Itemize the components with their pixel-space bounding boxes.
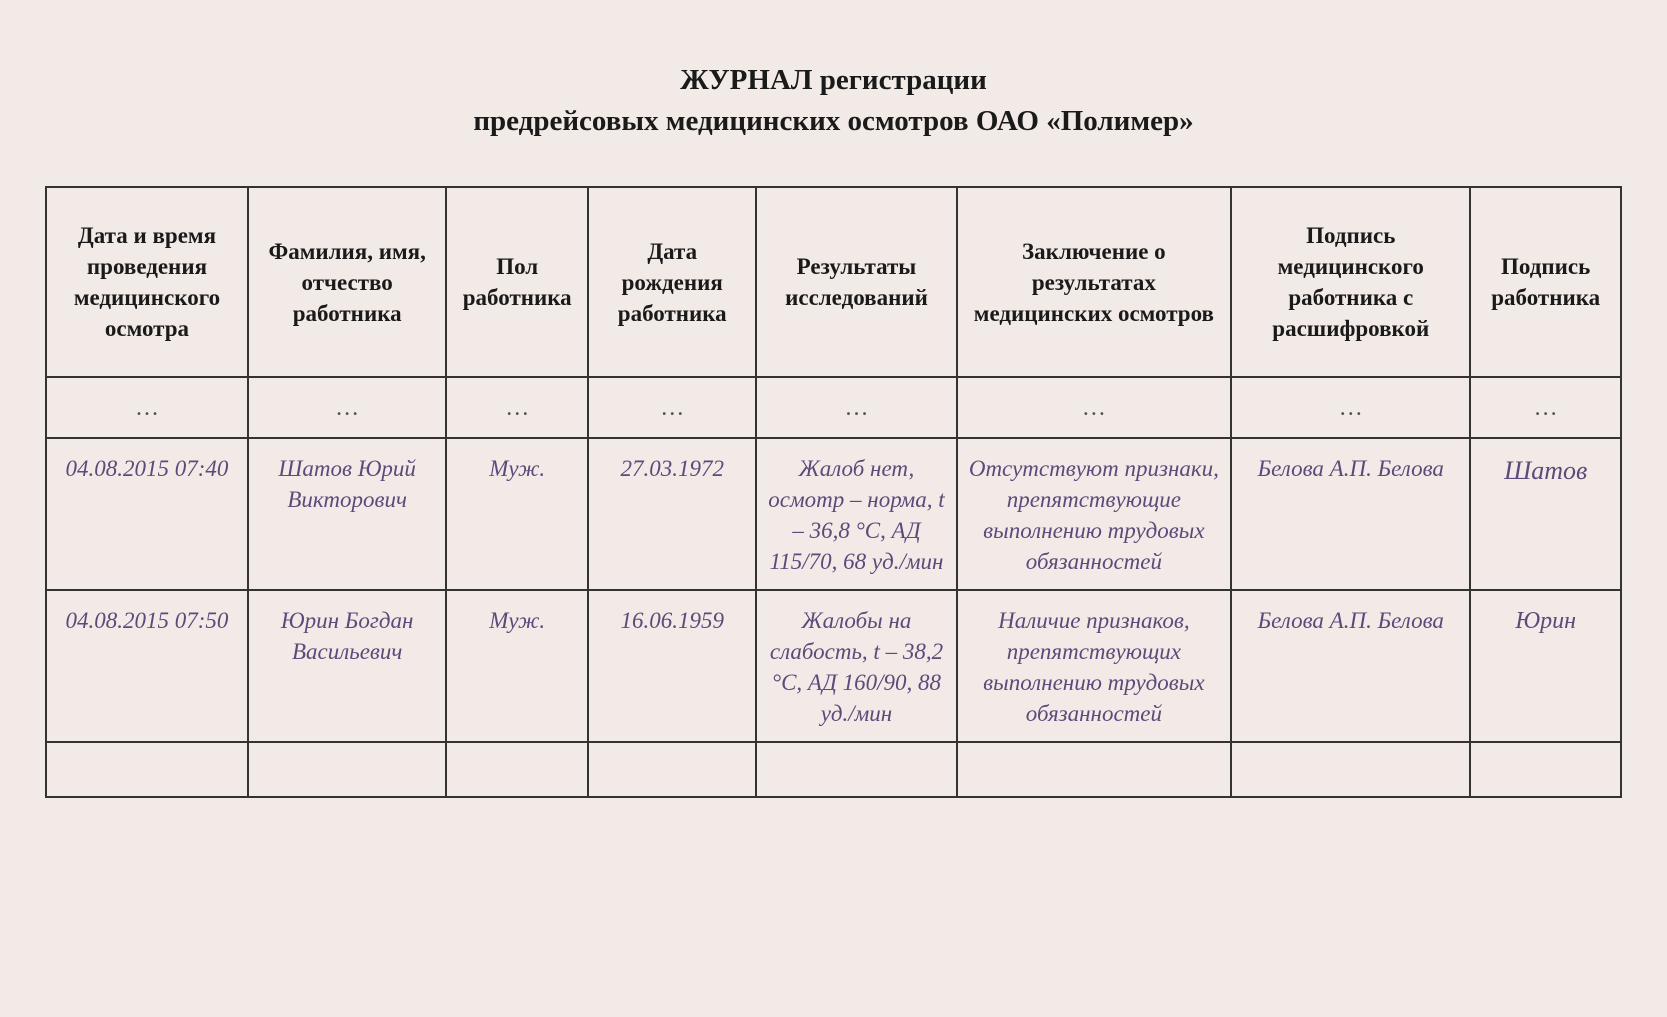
col-header-conclusion: Заключение о результатах медицинских осм… xyxy=(957,187,1232,377)
registration-table: Дата и время проведения медицинского осм… xyxy=(45,186,1622,798)
empty-cell xyxy=(1231,742,1470,797)
table-row: 04.08.2015 07:50 Юрин Богдан Васильевич … xyxy=(46,590,1621,742)
cell-datetime: 04.08.2015 07:40 xyxy=(46,438,248,590)
empty-cell xyxy=(446,742,588,797)
ellipsis-cell: … xyxy=(248,377,446,437)
col-header-name: Фамилия, имя, отчество работника xyxy=(248,187,446,377)
cell-results: Жалобы на слабость, t – 38,2 °C, АД 160/… xyxy=(756,590,956,742)
ellipsis-cell: … xyxy=(588,377,756,437)
cell-worker-signature: Юрин xyxy=(1470,590,1621,742)
ellipsis-cell: … xyxy=(957,377,1232,437)
col-header-med-signature: Подпись медицинского работника с расшифр… xyxy=(1231,187,1470,377)
col-header-dob: Дата рождения работника xyxy=(588,187,756,377)
empty-cell xyxy=(588,742,756,797)
cell-worker-signature: Шатов xyxy=(1470,438,1621,590)
ellipsis-cell: … xyxy=(1470,377,1621,437)
title-line-1: ЖУРНАЛ регистрации xyxy=(45,60,1622,101)
document-title: ЖУРНАЛ регистрации предрейсовых медицинс… xyxy=(45,60,1622,141)
table-ellipsis-row: … … … … … … … … xyxy=(46,377,1621,437)
col-header-results: Результаты исследований xyxy=(756,187,956,377)
cell-gender: Муж. xyxy=(446,438,588,590)
ellipsis-cell: … xyxy=(446,377,588,437)
cell-name: Юрин Богдан Васильевич xyxy=(248,590,446,742)
cell-conclusion: Отсутствуют признаки, препятствующие вып… xyxy=(957,438,1232,590)
cell-med-signature: Белова А.П. Белова xyxy=(1231,590,1470,742)
cell-dob: 27.03.1972 xyxy=(588,438,756,590)
title-line-2: предрейсовых медицинских осмотров ОАО «П… xyxy=(45,101,1622,142)
cell-name: Шатов Юрий Викторович xyxy=(248,438,446,590)
empty-cell xyxy=(46,742,248,797)
table-row: 04.08.2015 07:40 Шатов Юрий Викторович М… xyxy=(46,438,1621,590)
cell-gender: Муж. xyxy=(446,590,588,742)
ellipsis-cell: … xyxy=(1231,377,1470,437)
empty-cell xyxy=(248,742,446,797)
cell-med-signature: Белова А.П. Белова xyxy=(1231,438,1470,590)
col-header-worker-signature: Подпись работ­ника xyxy=(1470,187,1621,377)
col-header-gender: Пол работника xyxy=(446,187,588,377)
cell-results: Жалоб нет, осмотр – норма, t – 36,8 °C, … xyxy=(756,438,956,590)
table-header-row: Дата и время проведения медицинского осм… xyxy=(46,187,1621,377)
cell-dob: 16.06.1959 xyxy=(588,590,756,742)
cell-conclusion: Наличие признаков, препятствующих выполн… xyxy=(957,590,1232,742)
col-header-datetime: Дата и время проведения медицинского осм… xyxy=(46,187,248,377)
ellipsis-cell: … xyxy=(46,377,248,437)
ellipsis-cell: … xyxy=(756,377,956,437)
table-empty-row xyxy=(46,742,1621,797)
empty-cell xyxy=(1470,742,1621,797)
empty-cell xyxy=(756,742,956,797)
empty-cell xyxy=(957,742,1232,797)
cell-datetime: 04.08.2015 07:50 xyxy=(46,590,248,742)
